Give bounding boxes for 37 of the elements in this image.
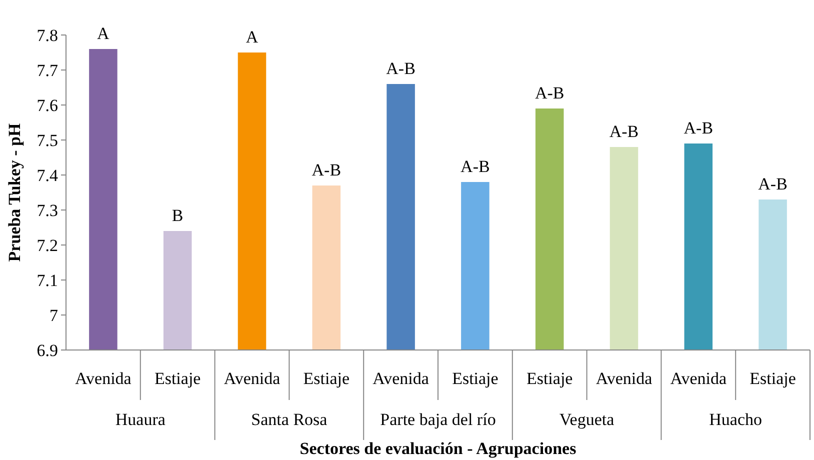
data-label: A-B xyxy=(609,122,639,141)
x-tick-label: Estiaje xyxy=(154,369,201,388)
x-tick-label: Avenida xyxy=(372,369,430,388)
y-tick-label: 7.2 xyxy=(36,236,58,255)
text: Huaura xyxy=(115,410,166,429)
data-label: A-B xyxy=(312,160,342,180)
y-tick-label: 7.7 xyxy=(36,60,58,80)
y-tick-label: 7.8 xyxy=(36,26,58,45)
y-tick-label: 7.1 xyxy=(36,270,58,290)
text: Vegueta xyxy=(559,410,615,429)
x-axis-title: Sectores de evaluación - Agrupaciones xyxy=(300,439,577,458)
x-tick-label: Estiaje xyxy=(526,369,573,388)
data-label: A-B xyxy=(460,157,490,176)
x-tick-label: Avenida xyxy=(75,369,132,388)
text: Santa Rosa xyxy=(251,410,328,429)
x-tick-label: Avenida xyxy=(596,369,653,388)
x-tick-label: Estiaje xyxy=(750,369,796,388)
x-tick-label: Avenida xyxy=(224,369,281,388)
x-tick-label: Avenida xyxy=(670,369,728,388)
data-label: A xyxy=(246,28,259,46)
data-label: A xyxy=(97,24,110,43)
x-tick-label: Estiaje xyxy=(303,369,350,388)
data-label: A-B xyxy=(684,118,714,138)
y-tick-label: 6.9 xyxy=(36,340,58,360)
y-tick-label: 7 xyxy=(50,306,58,325)
x-tick-label: Estiaje xyxy=(452,369,498,388)
data-label: B xyxy=(172,206,184,225)
y-tick-label: 7.3 xyxy=(36,200,58,220)
y-tick-label: 7.4 xyxy=(36,166,58,185)
data-label: A-B xyxy=(386,59,416,78)
y-tick-label: 7.5 xyxy=(36,130,58,150)
data-label: A-B xyxy=(534,84,564,102)
y-tick-label: 7.6 xyxy=(36,96,58,115)
text: Huacho xyxy=(709,410,762,429)
y-axis-title: Prueba Tukey - pH xyxy=(5,123,24,262)
data-label: A-B xyxy=(758,174,788,194)
text: Parte baja del río xyxy=(380,410,496,429)
